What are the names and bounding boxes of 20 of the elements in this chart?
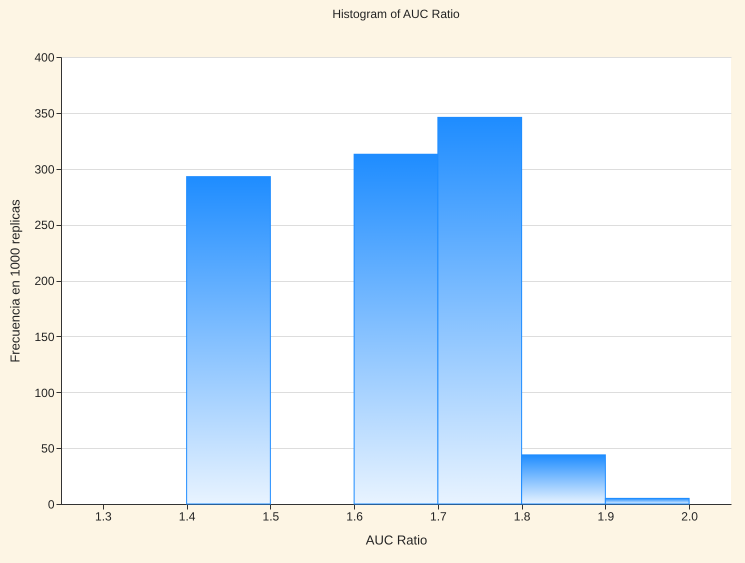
x-tick-label: 1.9 — [598, 510, 615, 524]
y-tick-label: 100 — [34, 386, 55, 400]
y-tick-label: 200 — [34, 274, 55, 288]
y-tick-label: 250 — [34, 218, 55, 232]
y-tick-label: 400 — [34, 50, 55, 64]
y-tick-label: 150 — [34, 330, 55, 344]
y-tick-label: 300 — [34, 162, 55, 176]
x-tick-label: 1.7 — [430, 510, 448, 524]
x-tick-label: 1.4 — [178, 510, 196, 524]
x-tick-label: 1.6 — [346, 510, 364, 524]
x-tick-label: 1.8 — [514, 510, 531, 524]
chart-title: Histogram of AUC Ratio — [332, 7, 460, 21]
y-tick-label: 50 — [41, 442, 55, 456]
y-tick-label: 350 — [34, 106, 55, 120]
x-tick-label: 2.0 — [681, 510, 698, 524]
y-axis-title: Frecuencia en 1000 replicas — [7, 198, 22, 363]
x-tick-label: 1.3 — [95, 510, 112, 524]
x-tick-label: 1.5 — [262, 510, 280, 524]
x-axis-title: AUC Ratio — [366, 532, 428, 548]
y-tick-label: 0 — [48, 498, 55, 512]
